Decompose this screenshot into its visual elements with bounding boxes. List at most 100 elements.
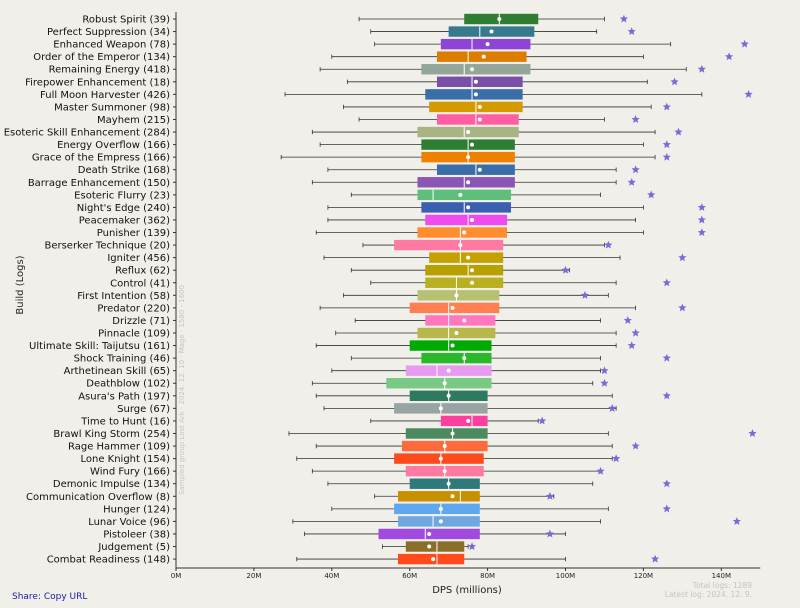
boxplot-row: Deathblow (102) xyxy=(86,378,609,390)
x-axis-title: DPS (millions) xyxy=(432,585,502,596)
mean-dot xyxy=(438,519,443,524)
max-star-marker xyxy=(678,253,687,262)
boxplot-row: Demonic Impulse (134) xyxy=(53,478,671,490)
boxplot-row: Time to Hunt (16) xyxy=(80,415,547,427)
max-star-marker xyxy=(631,165,640,174)
boxplot-row: Predator (220) xyxy=(97,302,687,314)
mean-dot xyxy=(477,117,482,122)
boxplot-row: Perfect Suppression (34) xyxy=(47,26,636,38)
row-label: Lone Knight (154) xyxy=(80,454,170,465)
row-label: Deathblow (102) xyxy=(86,379,170,390)
boxplot-row: Order of the Emperor (134) xyxy=(33,51,734,63)
mean-dot xyxy=(466,255,471,260)
max-star-marker xyxy=(627,341,636,350)
x-tick-label: 20M xyxy=(246,572,261,580)
boxplot-row: Pinnacle (109) xyxy=(98,327,640,340)
boxplot-row: Ultimate Skill: Taijutsu (161) xyxy=(29,340,636,352)
mean-dot xyxy=(442,469,447,474)
boxplot-row: Enhanced Weapon (78) xyxy=(53,38,749,51)
boxplot-row: Esoteric Skill Enhancement (284) xyxy=(4,126,683,139)
row-label: Judgement (5) xyxy=(97,542,170,553)
boxplot-row: First Intention (58) xyxy=(77,290,609,302)
mean-dot xyxy=(454,331,459,335)
max-star-marker xyxy=(631,441,640,450)
boxplot-row: Reflux (62) xyxy=(115,265,570,277)
max-star-marker xyxy=(740,39,749,48)
mean-dot xyxy=(462,318,467,323)
boxplot-row: Communication Overflow (8) xyxy=(26,491,555,503)
mean-dot xyxy=(427,531,432,536)
max-star-marker xyxy=(697,228,706,236)
x-tick-label: 120M xyxy=(634,572,653,580)
mean-dot xyxy=(466,130,471,135)
boxplot-row: Combat Readiness (148) xyxy=(47,553,660,566)
mean-dot xyxy=(481,54,486,59)
row-label: Firepower Enhancement (18) xyxy=(25,77,170,88)
boxplot-row: Rage Hammer (109) xyxy=(68,440,640,453)
max-star-marker xyxy=(732,517,741,525)
iqr-box xyxy=(425,265,504,276)
mean-dot xyxy=(450,343,455,348)
mean-dot xyxy=(485,42,490,47)
boxplot-row: Igniter (456) xyxy=(107,252,687,264)
max-star-marker xyxy=(662,504,671,513)
max-star-marker xyxy=(600,366,609,375)
max-star-marker xyxy=(744,90,753,98)
iqr-box xyxy=(436,76,523,87)
row-label: Hunger (124) xyxy=(103,504,170,515)
watermark: Sampled group Lost Ark · 2024. 12. 10 · … xyxy=(178,285,186,495)
max-star-marker xyxy=(619,14,629,23)
mean-dot xyxy=(442,444,447,449)
max-star-marker xyxy=(662,152,671,161)
iqr-box xyxy=(417,189,511,201)
iqr-box xyxy=(398,491,480,502)
row-label: Mayhem (215) xyxy=(97,115,170,126)
row-label: Control (41) xyxy=(110,278,170,289)
boxplot-row: Master Summoner (98) xyxy=(54,101,671,113)
boxplot-row: Punisher (139) xyxy=(97,227,706,239)
row-label: Wind Fury (166) xyxy=(90,467,170,478)
iqr-box xyxy=(425,315,496,326)
max-star-marker xyxy=(647,190,656,199)
mean-dot xyxy=(473,79,478,84)
iqr-box xyxy=(394,503,480,515)
max-star-marker xyxy=(604,240,613,249)
mean-dot xyxy=(446,368,451,373)
mean-dot xyxy=(446,481,451,486)
row-label: Rage Hammer (109) xyxy=(68,442,170,453)
max-star-marker xyxy=(697,203,706,211)
boxplot-row: Asura's Path (197) xyxy=(78,390,671,402)
mean-dot xyxy=(450,431,455,436)
mean-dot xyxy=(431,557,436,562)
max-star-marker xyxy=(627,27,636,36)
row-label: Shock Training (46) xyxy=(74,354,171,365)
share-copy-url-link[interactable]: Share: Copy URL xyxy=(12,592,88,602)
mean-dot xyxy=(462,356,467,361)
x-tick-label: 0M xyxy=(171,572,182,580)
y-axis-title: Build (Logs) xyxy=(15,255,26,314)
max-star-marker xyxy=(600,378,609,387)
mean-dot xyxy=(470,67,475,72)
boxplot-row: Remaining Energy (418) xyxy=(49,64,706,76)
mean-dot xyxy=(427,544,432,549)
latest-log-text: Latest log: 2024. 12. 9. xyxy=(664,590,752,599)
total-logs-text: Total logs: 1289 xyxy=(692,581,752,590)
max-star-marker xyxy=(662,140,671,149)
row-label: Lunar Voice (96) xyxy=(88,517,170,528)
max-star-marker xyxy=(678,303,687,312)
boxplot-row: Night's Edge (240) xyxy=(77,202,706,214)
mean-dot xyxy=(497,17,502,21)
boxplot-row: Grace of the Empress (166) xyxy=(32,151,671,164)
max-star-marker xyxy=(697,215,706,224)
x-tick-label: 40M xyxy=(324,572,339,580)
mean-dot xyxy=(466,418,471,423)
row-label: Berserker Technique (20) xyxy=(44,241,170,252)
row-label: Combat Readiness (148) xyxy=(47,555,170,566)
mean-dot xyxy=(458,192,463,197)
max-star-marker xyxy=(662,479,671,488)
max-star-marker xyxy=(623,316,632,324)
row-label: Master Summoner (98) xyxy=(54,102,170,113)
boxplot-row: Peacemaker (362) xyxy=(79,214,706,226)
row-label: First Intention (58) xyxy=(77,291,170,302)
iqr-box xyxy=(425,214,508,226)
